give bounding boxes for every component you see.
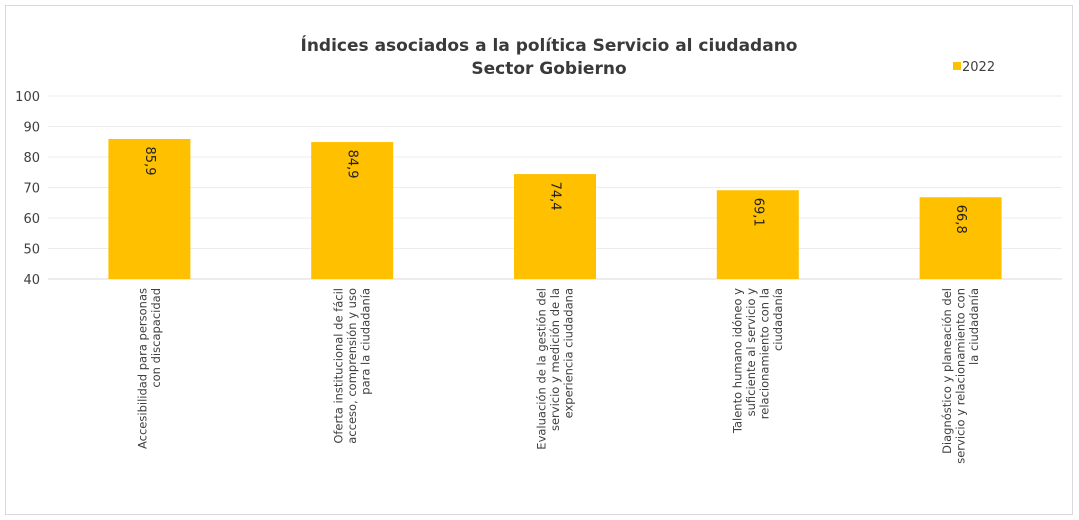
category-label-line: Talento humano idóneo y (731, 288, 745, 434)
category-label-line: acceso, comprensión y uso (345, 288, 359, 444)
data-label: 84,9 (345, 150, 360, 179)
y-tick-label: 90 (23, 121, 40, 136)
legend: 2022 (953, 60, 995, 75)
y-tick-label: 50 (23, 243, 40, 258)
chart-svg: Índices asociados a la política Servicio… (15, 34, 1062, 464)
bar (108, 139, 191, 279)
category-label-line: para la ciudadanía (359, 288, 373, 395)
y-tick-label: 70 (23, 182, 40, 197)
category-label: Evaluación de la gestión del servicio y m… (535, 288, 576, 450)
category-label-line: Accesibilidad para personas (136, 288, 150, 449)
data-label: 85,9 (142, 147, 157, 176)
y-tick-label: 100 (15, 90, 40, 105)
legend-label-2022: 2022 (962, 60, 995, 75)
category-label-line: con discapacidad (149, 288, 163, 388)
data-label: 66,8 (953, 205, 968, 234)
chart-title: Índices asociados a la política Servicio… (301, 34, 798, 56)
category-label-line: ciudadanía (771, 288, 785, 351)
y-tick-label: 80 (23, 151, 40, 166)
bar (716, 190, 799, 279)
bar (514, 174, 596, 279)
chart-frame: Índices asociados a la política Servicio… (5, 5, 1073, 515)
category-label: Talento humano idóneo y suficiente al ser… (731, 288, 786, 434)
category-label-line: servicio y medición de la (548, 288, 562, 431)
category-label-line: experiencia ciudadana (562, 288, 576, 418)
chart-subtitle: Sector Gobierno (471, 59, 626, 79)
category-label-line: servicio y relacionamiento con (954, 288, 968, 464)
data-label: 74,4 (548, 182, 563, 211)
category-label-line: suficiente al servicio y (744, 288, 758, 417)
x-axis: Accesibilidad para personas con discapaci… (136, 288, 981, 464)
category-label: Oferta institucional de fácil acceso, com… (332, 288, 373, 444)
y-axis: 40 50 60 70 80 90 100 (15, 90, 40, 288)
category-label-line: la ciudadanía (967, 288, 981, 365)
bar (311, 142, 394, 279)
y-tick-label: 60 (23, 212, 40, 227)
category-label-line: relacionamiento con la (758, 288, 772, 419)
category-label-line: Evaluación de la gestión del (535, 288, 549, 450)
legend-swatch-2022 (953, 62, 961, 70)
data-label: 69,1 (750, 198, 765, 227)
category-label: Accesibilidad para personas con discapaci… (136, 288, 164, 449)
category-label: Diagnóstico y planeación del servicio y r… (940, 288, 981, 464)
category-label-line: Diagnóstico y planeación del (940, 288, 954, 454)
category-label-line: Oferta institucional de fácil (332, 288, 346, 444)
bar (919, 197, 1002, 279)
y-tick-label: 40 (23, 273, 40, 288)
bars: 85,9 84,9 74,4 69,1 66,8 (108, 139, 1002, 279)
